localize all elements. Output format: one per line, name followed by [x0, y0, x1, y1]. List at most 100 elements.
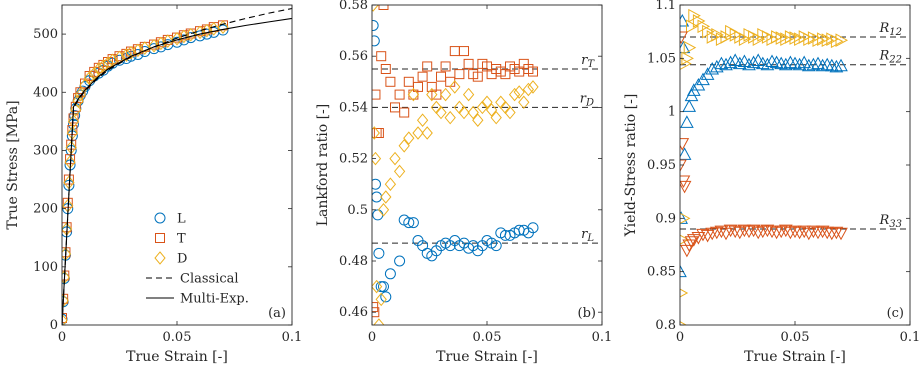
panel-b-point-d	[372, 5, 379, 12]
panel-b-point-t	[399, 107, 410, 118]
panel-c-point-r33	[834, 227, 848, 241]
legend-label: L	[177, 212, 186, 227]
panel-b-tag: (b)	[578, 306, 596, 321]
panel-a-point-t	[62, 313, 67, 324]
panel-b-point-t	[463, 58, 474, 69]
panel-b-point-d	[490, 110, 502, 125]
panel-a-point-l	[68, 118, 79, 130]
panel-c-point-r12	[725, 24, 738, 39]
panel-c-point-r12	[697, 19, 711, 34]
panel-b-ytick-label: 0.56	[339, 49, 368, 64]
panel-b-series-d	[372, 5, 539, 325]
panel-b-point-t	[372, 302, 379, 313]
panel-a-y-axis-label: True Stress [MPa]	[5, 100, 21, 229]
legend-marker-l	[154, 212, 166, 224]
panel-c-point-r33	[811, 226, 825, 240]
panel-c-ytick-label: 1	[668, 105, 676, 120]
panel-c-point-r22	[680, 147, 692, 160]
panel-c-point-r33	[684, 236, 699, 249]
panel-b-point-t	[440, 61, 451, 72]
panel-c-point-r33	[709, 226, 724, 240]
panel-c-point-r33	[778, 224, 793, 238]
panel-b-point-t	[385, 76, 396, 87]
panel-c-ytick-label: 0.9	[655, 211, 676, 226]
panel-c-xtick-label: 0	[676, 330, 684, 345]
panel-b-point-l	[372, 191, 383, 203]
panel-c-point-r12	[680, 57, 692, 71]
panel-b-axis-box	[371, 4, 603, 326]
panel-b-point-t	[436, 71, 446, 82]
panel-a-x-axis-label: True Strain [-]	[126, 349, 228, 365]
panel-c-point-r33	[792, 226, 807, 240]
panel-c-point-r22	[820, 57, 835, 71]
panel-b-point-t	[413, 81, 423, 92]
panel-c-point-r33	[680, 159, 687, 173]
panel-c-xtick-label: 0.05	[781, 330, 810, 345]
panel-b-point-t	[528, 66, 538, 77]
panel-b-point-d	[375, 292, 387, 307]
panel-a-point-d	[88, 66, 100, 81]
panel-b-point-d	[426, 87, 438, 102]
panel-b-point-d	[513, 85, 525, 99]
panel-b-point-d	[467, 105, 479, 120]
panel-b-point-t	[417, 71, 428, 82]
panel-a-point-d	[70, 102, 82, 117]
panel-c-point-r12	[784, 30, 798, 44]
panel-c-ref-label-r33: R33	[878, 213, 902, 230]
panel-c-xtick-label: 0.1	[900, 330, 920, 345]
panel-c-point-r22	[751, 53, 766, 66]
legend-label: Classical	[180, 272, 239, 287]
panel-a-ytick-label: 0	[50, 318, 58, 333]
panel-b-point-d	[472, 113, 484, 127]
panel-c-point-r33	[742, 225, 756, 239]
panel-b-point-d	[412, 126, 424, 140]
panel-c-point-r22	[788, 56, 802, 70]
panel-a-point-d	[120, 48, 133, 62]
panel-c-point-r33	[696, 228, 710, 242]
panel-c-point-r33	[737, 224, 752, 238]
panel-b-point-t	[376, 51, 387, 62]
legend-marker-d	[154, 251, 166, 265]
panel-b-point-d	[389, 151, 401, 166]
panel-c-ref-label-r12: R12	[878, 21, 902, 38]
panel-a-point-d	[171, 31, 183, 46]
panel-b-point-t	[454, 69, 465, 80]
panel-b-ref-label-rt: rT	[581, 53, 595, 70]
panel-a-point-d	[79, 78, 91, 93]
panel-c-point-r12	[738, 32, 752, 46]
panel-c-series-r22	[680, 13, 848, 278]
panel-b-point-d	[403, 131, 415, 145]
panel-c-point-r22	[783, 55, 798, 69]
legend-label: T	[177, 232, 186, 247]
panel-b-point-l	[380, 291, 392, 303]
panel-b-point-t	[445, 76, 456, 87]
panel-c-point-r22	[806, 57, 821, 71]
panel-b-plot-area	[372, 5, 602, 325]
panel-a-point-d	[217, 20, 229, 34]
panel-c-point-r12	[711, 28, 724, 42]
panel-c-point-r12	[680, 234, 690, 245]
panel-a-point-d	[162, 34, 174, 48]
legend-marker-t	[155, 233, 165, 243]
panel-c-point-r12	[775, 31, 789, 45]
panel-a-point-d	[178, 29, 190, 44]
panel-b-point-l	[407, 217, 419, 229]
panel-b-point-d	[508, 87, 521, 102]
panel-c-point-r12	[683, 40, 697, 55]
panel-c-plot-area	[680, 8, 910, 325]
panel-c-point-r33	[728, 225, 743, 239]
panel-c-point-r12	[702, 24, 715, 39]
panel-c-point-r33	[714, 225, 729, 239]
panel-b-point-d	[527, 80, 539, 94]
panel-b-point-d	[462, 87, 475, 102]
panel-c-point-r12	[821, 33, 835, 48]
panel-b-point-d	[481, 95, 493, 110]
panel-a-ytick-label: 300	[33, 143, 58, 158]
panel-b-point-d	[384, 177, 397, 191]
panel-c-point-r22	[723, 55, 738, 69]
panel-b-point-d	[485, 103, 498, 117]
panel-a-point-l	[69, 110, 81, 122]
panel-a-ytick-label: 400	[33, 85, 58, 100]
legend: LTD Classical Multi-Exp.	[146, 212, 249, 307]
panel-b-point-l	[384, 268, 396, 280]
